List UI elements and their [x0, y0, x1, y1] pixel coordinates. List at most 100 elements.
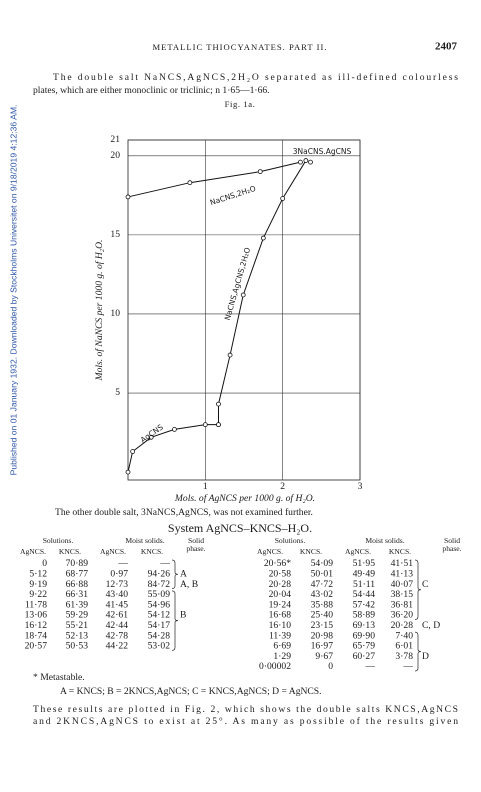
- paragraph-line: plates, which are either monoclinic or t…: [33, 85, 270, 96]
- curve-label: 3NaCNS.AgCNS: [293, 147, 352, 156]
- table-cell: 54·28: [148, 630, 171, 641]
- x-axis-label: Mols. of AgNCS per 1000 g. of H₂O.: [174, 493, 315, 504]
- table-cell: 9·67: [315, 651, 333, 662]
- group-header: Solutions.: [275, 536, 306, 545]
- x-tick-label: 3: [358, 481, 363, 492]
- table-cell: 54·96: [148, 599, 171, 610]
- table-cell: 54·44: [353, 589, 376, 600]
- group-header: phase.: [186, 544, 205, 553]
- table-title: System AgNCS–KNCS–H₂O.: [168, 521, 312, 535]
- table-cell: 16·97: [311, 641, 334, 652]
- solid-phase: C: [422, 579, 428, 590]
- table-cell: 6·69: [273, 641, 291, 652]
- footnote: A = KNCS; B = 2KNCS,AgNCS; C = KNCS,AgNC…: [60, 686, 322, 697]
- table-cell: 70·89: [66, 558, 89, 569]
- column-header: AgNCS.: [100, 547, 126, 556]
- data-point: [240, 292, 246, 298]
- table-cell: 1·29: [273, 651, 291, 662]
- data-point: [308, 159, 313, 165]
- table-cell: 61·39: [66, 599, 89, 610]
- table-cell: 20·28: [269, 579, 292, 590]
- table-cell: 11·78: [25, 599, 47, 610]
- table-cell: —: [117, 558, 128, 569]
- table-cell: 66·88: [66, 579, 89, 590]
- data-point: [130, 449, 136, 454]
- table-cell: 20·04: [269, 589, 292, 600]
- table-cell: 54·12: [148, 610, 171, 621]
- table-cell: 0: [42, 558, 47, 569]
- table-cell: 42·44: [106, 620, 129, 631]
- table-cell: 57·42: [353, 599, 376, 610]
- table-cell: 0: [328, 661, 333, 672]
- table-cell: 68·77: [66, 569, 89, 580]
- table-cell: 20·28: [391, 620, 414, 631]
- bracket: [414, 559, 422, 620]
- table-cell: 52·13: [66, 630, 89, 641]
- y-tick-label: 20: [110, 150, 120, 161]
- column-header: AgNCS.: [20, 547, 46, 556]
- solid-phase: D: [422, 651, 429, 662]
- table-cell: 7·40: [395, 630, 413, 641]
- table-cell: 53·02: [148, 641, 171, 652]
- group-header: Solid: [188, 536, 204, 545]
- table-cell: 69·13: [353, 620, 376, 631]
- table-cell: 25·40: [311, 610, 334, 621]
- table-cell: 6·01: [395, 641, 413, 652]
- bracket: [171, 590, 179, 651]
- x-tick-label: 2: [280, 481, 285, 492]
- table-cell: 16·12: [25, 620, 48, 631]
- table-cell: 47·72: [311, 579, 334, 590]
- y-tick-label: 21: [110, 134, 120, 145]
- table-cell: 54·09: [311, 558, 334, 569]
- table-cell: 54·17: [148, 620, 171, 631]
- data-point: [148, 434, 154, 440]
- group-header: Solid: [444, 536, 460, 545]
- table-cell: 36·81: [391, 599, 414, 610]
- table-cell: 69·90: [353, 630, 376, 641]
- column-header: KNCS.: [389, 547, 411, 556]
- table-cell: 19·24: [269, 599, 292, 610]
- table-cell: 40·07: [391, 579, 414, 590]
- table-cell: 51·11: [353, 579, 375, 590]
- table-cell: 23·15: [311, 620, 334, 631]
- running-title: METALLIC THIOCYANATES. PART II.: [152, 42, 327, 52]
- table-cell: 20·56*: [264, 558, 291, 569]
- column-header: KNCS.: [59, 547, 81, 556]
- table-cell: 5·12: [29, 569, 47, 580]
- table-cell: 44·22: [106, 641, 129, 652]
- data-point: [187, 180, 193, 186]
- table-cell: 38·15: [391, 589, 414, 600]
- footnote: * Metastable.: [33, 672, 85, 683]
- page-number: 2407: [435, 41, 458, 53]
- table-cell: 12·73: [106, 579, 129, 590]
- table-cell: 94·26: [148, 569, 171, 580]
- watermark: Published on 01 January 1932. Downloaded…: [8, 105, 18, 476]
- data-point: [216, 401, 221, 407]
- table-cell: 13·06: [25, 610, 48, 621]
- group-header: Moist solids.: [365, 536, 404, 545]
- table-cell: 55·09: [148, 589, 171, 600]
- data-point: [227, 352, 233, 358]
- data-point: [171, 426, 177, 432]
- column-header: AgNCS.: [257, 547, 283, 556]
- x-tick-label: 1: [203, 481, 208, 492]
- table-cell: 20·58: [269, 569, 292, 580]
- table-cell: 51·95: [353, 558, 376, 569]
- y-tick-label: 10: [110, 308, 120, 319]
- solid-phase: A, B: [180, 579, 198, 590]
- y-tick-label: 15: [110, 229, 120, 240]
- table-cell: 0·97: [110, 569, 128, 580]
- table-cell: 41·45: [106, 599, 129, 610]
- group-header: Moist solids.: [125, 536, 164, 545]
- table-cell: 11·39: [269, 630, 291, 641]
- table-cell: 9·19: [29, 579, 47, 590]
- solid-phase: B: [180, 610, 186, 621]
- group-header: Solutions.: [43, 536, 74, 545]
- paragraph-line: The double salt NaNCS,AgNCS,2H₂O separat…: [53, 72, 458, 83]
- table-cell: 16·68: [269, 610, 292, 621]
- solid-phase: C, D: [422, 620, 440, 631]
- table-cell: 84·72: [148, 579, 171, 590]
- column-header: KNCS.: [141, 547, 163, 556]
- bracket: [171, 559, 179, 589]
